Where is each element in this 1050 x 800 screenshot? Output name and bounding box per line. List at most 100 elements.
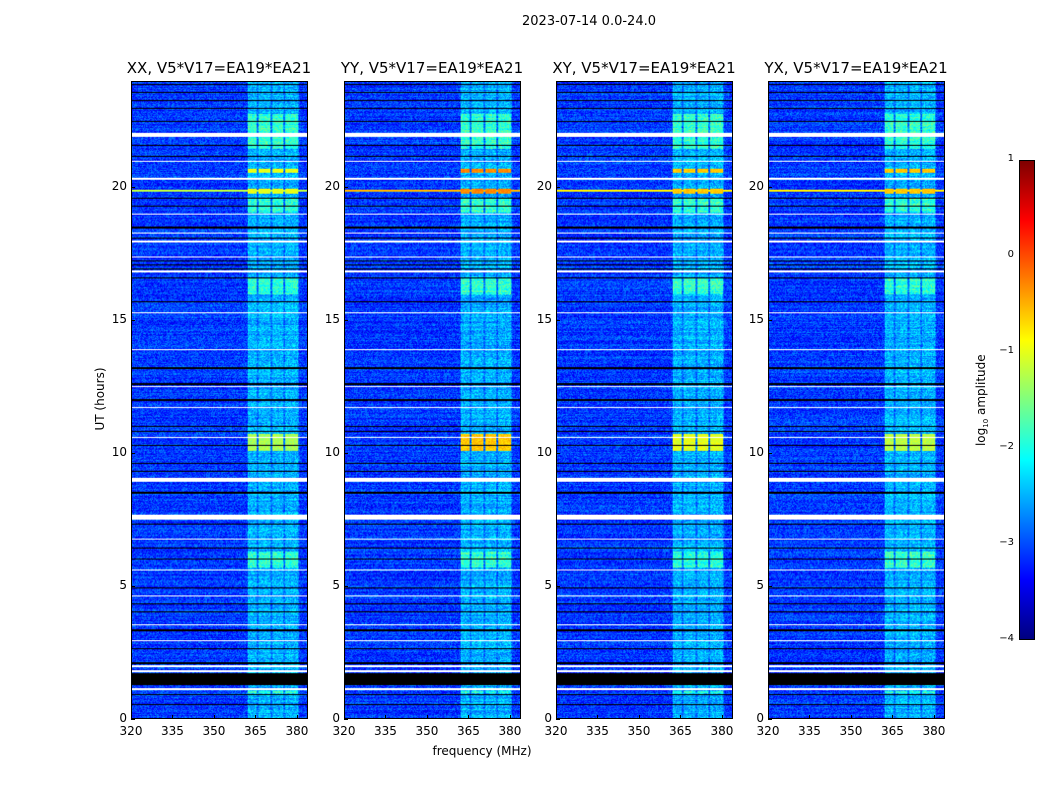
y-tick-label: 15: [111, 312, 127, 327]
x-tick-mark: [296, 715, 298, 719]
x-tick-mark: [385, 715, 387, 719]
y-tick-mark: [768, 453, 772, 455]
x-tick-label: 380: [498, 724, 522, 738]
colorbar-tick-label: 1: [1007, 153, 1014, 164]
x-tick-mark: [468, 715, 470, 719]
x-tick-label: 320: [756, 724, 780, 738]
heatmap-image: [557, 82, 732, 718]
y-tick-label: 20: [111, 179, 127, 194]
x-tick-mark: [638, 715, 640, 719]
panel-title: XY, V5*V17=EA19*EA21: [552, 59, 736, 77]
y-tick-mark: [556, 320, 560, 322]
y-tick-label: 10: [748, 445, 764, 460]
y-tick-label: 0: [756, 711, 764, 725]
x-tick-mark: [172, 715, 174, 719]
x-tick-mark: [509, 715, 511, 719]
y-tick-mark: [344, 453, 348, 455]
y-tick-mark: [768, 187, 772, 189]
y-tick-label: 15: [536, 312, 552, 327]
y-tick-mark: [344, 586, 348, 588]
y-tick-label: 10: [324, 445, 340, 460]
x-tick-label: 350: [202, 724, 226, 738]
x-tick-label: 380: [922, 724, 946, 738]
y-tick-label: 5: [332, 578, 340, 593]
y-tick-mark: [131, 187, 135, 189]
x-tick-label: 335: [586, 724, 609, 738]
y-tick-label: 20: [324, 179, 340, 194]
colorbar-tick-label: −3: [999, 537, 1014, 548]
x-tick-label: 335: [798, 724, 821, 738]
colorbar: [1019, 160, 1035, 640]
y-tick-mark: [556, 586, 560, 588]
y-tick-mark: [131, 320, 135, 322]
x-tick-label: 320: [544, 724, 568, 738]
colorbar-tick-label: 0: [1007, 249, 1014, 260]
y-tick-label: 20: [748, 179, 764, 194]
x-tick-mark: [255, 715, 257, 719]
x-tick-mark: [850, 715, 852, 719]
x-tick-mark: [680, 715, 682, 719]
x-tick-label: 365: [457, 724, 480, 738]
x-tick-label: 365: [244, 724, 267, 738]
x-tick-label: 335: [374, 724, 397, 738]
colorbar-tick-label: −1: [999, 345, 1014, 356]
y-tick-label: 20: [536, 179, 552, 194]
colorbar-tick-label: −2: [999, 441, 1014, 452]
x-tick-label: 350: [839, 724, 863, 738]
x-tick-mark: [933, 715, 935, 719]
panel-title: YX, V5*V17=EA19*EA21: [764, 59, 948, 77]
y-tick-mark: [344, 719, 348, 720]
y-tick-label: 0: [544, 711, 552, 725]
x-tick-label: 320: [332, 724, 356, 738]
y-tick-label: 0: [119, 711, 127, 725]
x-tick-mark: [131, 715, 132, 719]
heatmap-image: [769, 82, 944, 718]
x-tick-label: 350: [415, 724, 439, 738]
heatmap-image: [345, 82, 520, 718]
y-tick-label: 5: [119, 578, 127, 593]
x-tick-label: 335: [161, 724, 184, 738]
y-tick-label: 5: [544, 578, 552, 593]
figure-title: 2023-07-14 0.0-24.0: [522, 14, 656, 29]
x-tick-label: 365: [669, 724, 692, 738]
y-tick-mark: [131, 586, 135, 588]
y-tick-mark: [556, 719, 560, 720]
y-tick-label: 0: [332, 711, 340, 725]
x-tick-label: 350: [627, 724, 651, 738]
y-tick-mark: [768, 719, 772, 720]
x-tick-label: 320: [119, 724, 143, 738]
heatmap-panel: [556, 81, 733, 719]
x-tick-mark: [344, 715, 345, 719]
x-tick-mark: [809, 715, 811, 719]
x-tick-label: 365: [881, 724, 904, 738]
y-tick-label: 15: [748, 312, 764, 327]
y-tick-mark: [131, 719, 135, 720]
x-tick-mark: [892, 715, 894, 719]
y-tick-mark: [768, 586, 772, 588]
heatmap-panel: [344, 81, 521, 719]
heatmap-image: [132, 82, 307, 718]
y-tick-mark: [344, 320, 348, 322]
x-tick-mark: [556, 715, 557, 719]
heatmap-panel: [768, 81, 945, 719]
colorbar-tick-label: −4: [999, 633, 1014, 644]
panel-title: XX, V5*V17=EA19*EA21: [126, 59, 312, 77]
y-tick-label: 15: [324, 312, 340, 327]
x-tick-mark: [426, 715, 428, 719]
y-tick-mark: [131, 453, 135, 455]
y-tick-label: 5: [756, 578, 764, 593]
x-tick-label: 380: [710, 724, 734, 738]
x-tick-mark: [721, 715, 723, 719]
y-tick-mark: [556, 453, 560, 455]
x-axis-label: frequency (MHz): [432, 744, 532, 758]
y-tick-mark: [768, 320, 772, 322]
y-tick-label: 10: [111, 445, 127, 460]
y-axis-label: UT (hours): [93, 367, 107, 431]
x-tick-mark: [213, 715, 215, 719]
x-tick-mark: [768, 715, 769, 719]
heatmap-panel: [131, 81, 308, 719]
y-tick-mark: [344, 187, 348, 189]
colorbar-label: log10 amplitude: [973, 354, 991, 447]
y-tick-mark: [556, 187, 560, 189]
